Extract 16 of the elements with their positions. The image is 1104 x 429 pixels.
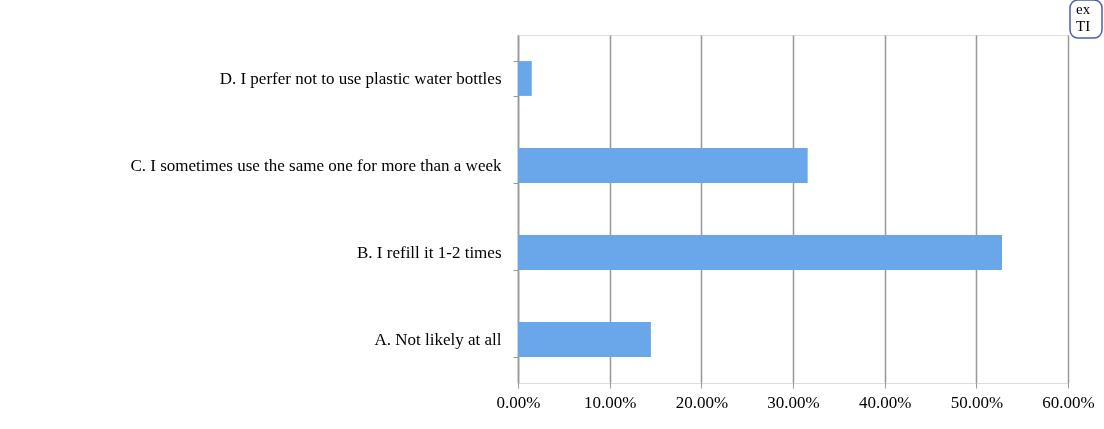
bar [518,61,532,96]
y-tick-label: B. I refill it 1-2 times [357,243,502,262]
x-tick-label: 60.00% [1042,392,1095,412]
bar [518,148,808,183]
text: ex TI [1076,1,1091,34]
y-tick-label: A. Not likely at all [374,330,502,349]
bar [518,322,651,357]
x-tick-label: 40.00% [858,392,912,412]
x-tick-label: 20.00% [675,392,729,412]
x-tick-label: 50.00% [950,392,1004,412]
y-tick-label: D. I perfer not to use plastic water bottles [219,69,502,88]
x-tick-label: 0.00% [496,392,541,412]
x-tick-label: 10.00% [583,392,637,412]
bar [518,235,1002,270]
x-tick-label: 30.00% [767,392,820,412]
y-tick-label: C. I sometimes use the same one for more than a week [130,156,502,175]
